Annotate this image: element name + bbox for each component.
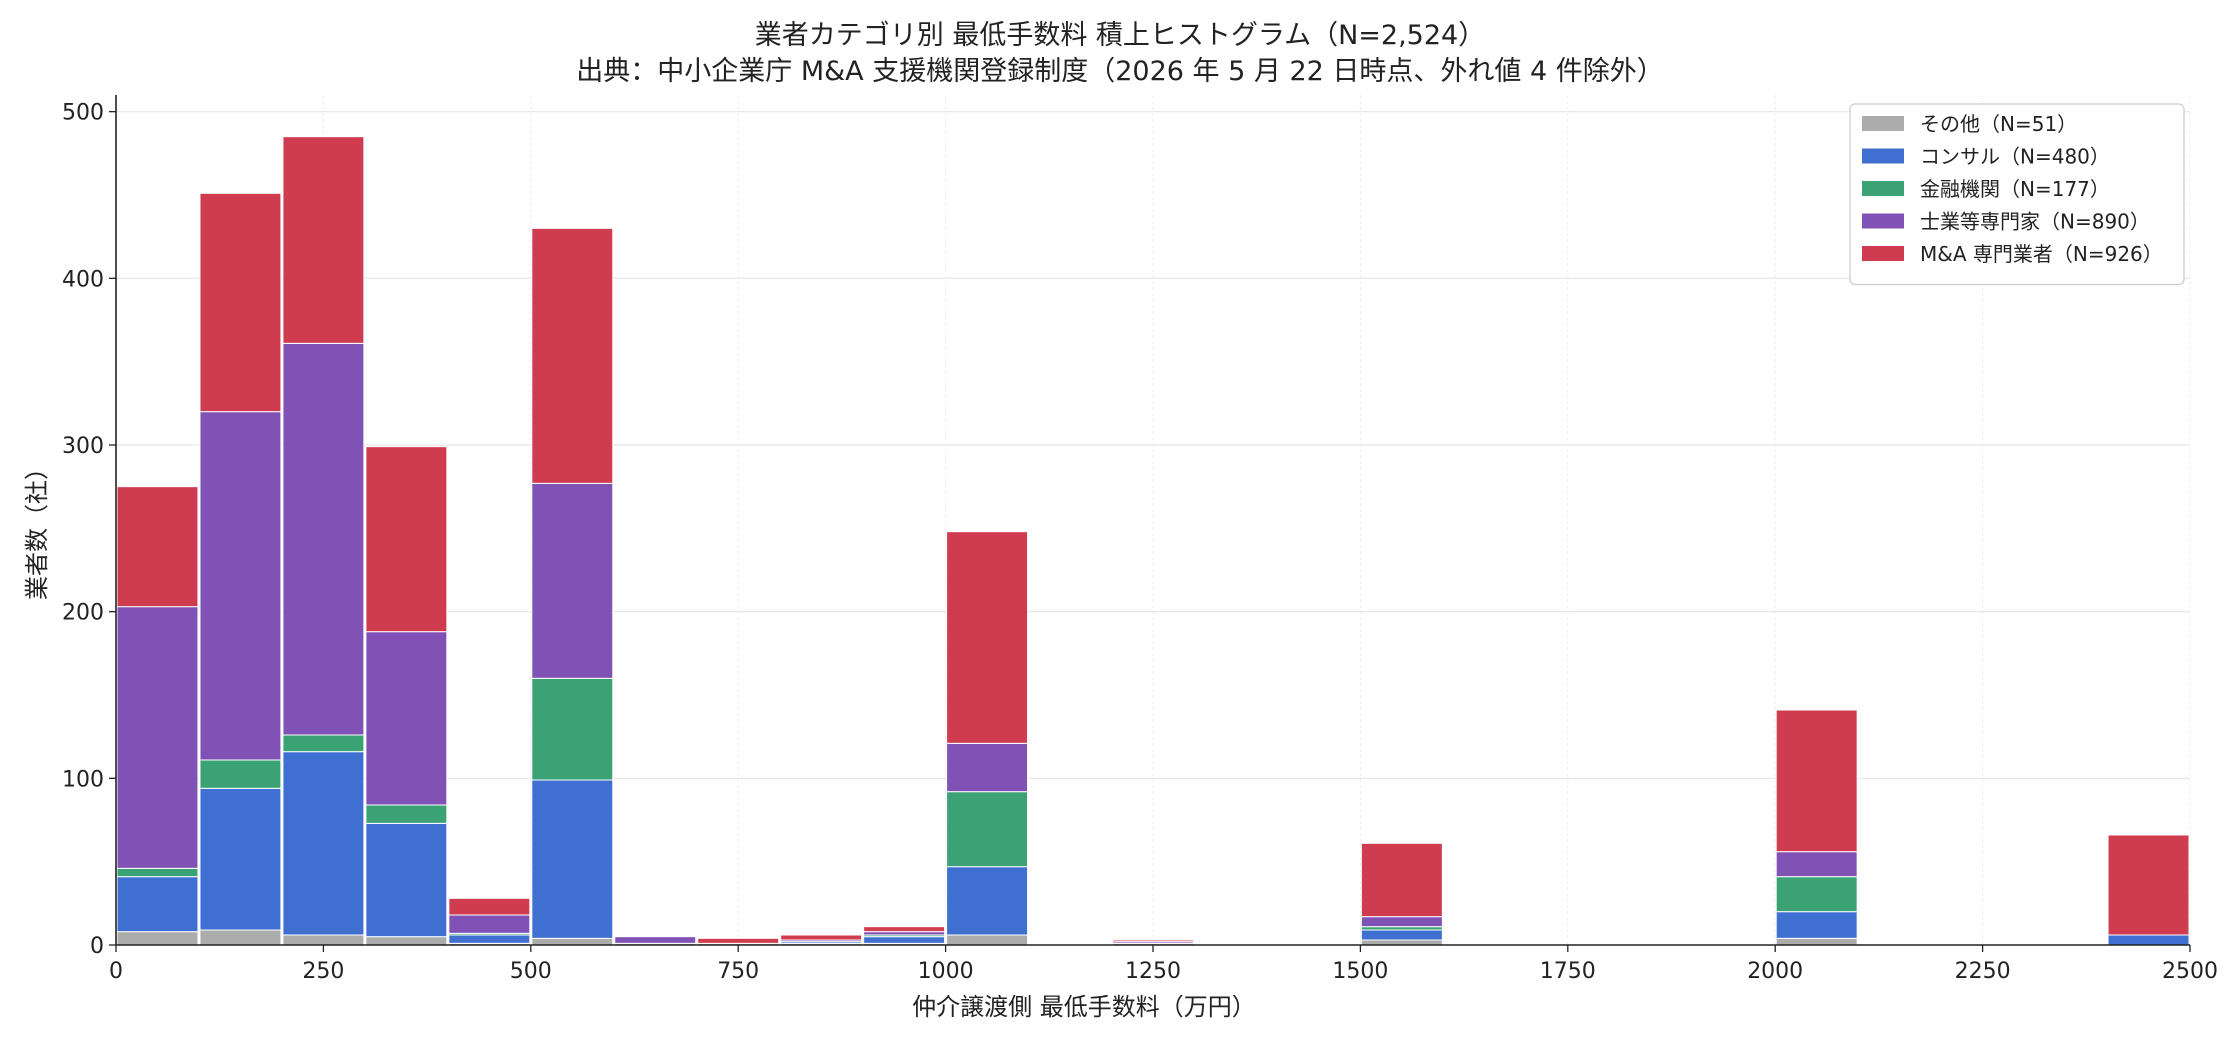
- bar-segment: [365, 804, 448, 824]
- bar-segment: [116, 486, 199, 608]
- bar-segment: [282, 734, 365, 753]
- y-tick-label: 200: [62, 601, 104, 626]
- bar-segment: [863, 926, 946, 933]
- x-tick-label: 2500: [2162, 959, 2218, 984]
- legend-label: 金融機関（N=177）: [1920, 177, 2110, 201]
- y-axis-label: 業者数（社）: [23, 456, 51, 600]
- bar-segment: [282, 751, 365, 936]
- legend-box: [1849, 103, 2185, 286]
- legend-swatch: [1862, 116, 1904, 131]
- bar-segment: [946, 791, 1029, 868]
- bar-segment: [780, 934, 863, 941]
- bar-segment: [282, 934, 365, 946]
- x-tick-label: 1750: [1540, 959, 1596, 984]
- bar-segment: [365, 631, 448, 806]
- legend-label: M&A 専門業者（N=926）: [1920, 242, 2163, 266]
- x-tick-label: 1500: [1332, 959, 1388, 984]
- legend-swatch: [1862, 246, 1904, 261]
- bar-segment: [1360, 916, 1443, 928]
- bar-segment: [2107, 934, 2190, 946]
- bar-segment: [199, 411, 282, 761]
- bar-segment: [1775, 911, 1858, 939]
- x-tick-label: 750: [717, 959, 759, 984]
- axes-layer: 0 100 200 300 400 500 0 250 500 750 1000 1250 1500 17…: [62, 95, 2218, 984]
- bar-segment: [365, 936, 448, 946]
- bar-segment: [1775, 937, 1858, 946]
- bar-segment: [199, 787, 282, 931]
- bar-segment: [199, 929, 282, 946]
- legend-swatch: [1862, 181, 1904, 196]
- y-tick-label: 300: [62, 434, 104, 459]
- bar-segment: [531, 227, 614, 484]
- bar-segment: [1775, 876, 1858, 913]
- x-tick-label: 2250: [1955, 959, 2011, 984]
- bars-layer: [116, 136, 2190, 946]
- bar-segment: [531, 677, 614, 781]
- bar-segment: [1360, 842, 1443, 918]
- chart-title: 業者カテゴリ別 最低手数料 積上ヒストグラム（N=2,524）: [755, 20, 1485, 51]
- bar-segment: [946, 531, 1029, 744]
- bar-segment: [1775, 851, 1858, 878]
- bar-segment: [946, 866, 1029, 936]
- bar-segment: [116, 876, 199, 933]
- bar-segment: [863, 936, 946, 944]
- legend-swatch: [1862, 213, 1904, 229]
- bar-segment: [614, 936, 697, 944]
- legend-label: その他（N=51）: [1920, 112, 2077, 136]
- x-tick-label: 2000: [1747, 959, 1803, 984]
- bar-segment: [116, 867, 199, 878]
- y-tick-label: 400: [62, 267, 104, 292]
- bar-segment: [199, 192, 282, 413]
- x-tick-label: 1000: [918, 959, 974, 984]
- bar-segment: [1360, 929, 1443, 941]
- bar-segment: [282, 136, 365, 344]
- y-tick-label: 0: [90, 934, 104, 959]
- bar-segment: [1112, 939, 1194, 943]
- x-axis-label: 仲介譲渡側 最低手数料（万円）: [912, 993, 1256, 1021]
- bar-segment: [448, 934, 531, 944]
- bar-segment: [199, 759, 282, 789]
- chart-subtitle: 出典：中小企業庁 M&A 支援機関登録制度（2026 年 5 月 22 日時点、…: [576, 56, 1664, 87]
- x-tick-label: 0: [109, 959, 123, 984]
- legend-label: コンサル（N=480）: [1920, 145, 2110, 169]
- bar-segment: [697, 937, 780, 944]
- bar-segment: [531, 937, 614, 946]
- bar-segment: [365, 822, 448, 938]
- bar-segment: [448, 897, 531, 916]
- bar-segment: [1775, 709, 1858, 853]
- x-tick-label: 1250: [1125, 959, 1181, 984]
- bar-segment: [946, 934, 1029, 946]
- bar-segment: [2107, 834, 2190, 936]
- bar-segment: [946, 742, 1029, 793]
- legend-label: 士業等専門家（N=890）: [1920, 210, 2150, 234]
- x-tick-label: 500: [510, 959, 552, 984]
- bar-segment: [116, 606, 199, 869]
- legend: その他（N=51） コンサル（N=480） 金融機関（N=177） 士業等専門家（N=…: [1849, 103, 2185, 286]
- x-tick-label: 250: [302, 959, 344, 984]
- bar-segment: [282, 342, 365, 736]
- bar-segment: [365, 446, 448, 633]
- y-tick-label: 100: [62, 767, 104, 792]
- bar-segment: [116, 931, 199, 946]
- y-tick-label: 500: [62, 101, 104, 126]
- bar-segment: [531, 779, 614, 939]
- bar-segment: [448, 914, 531, 934]
- legend-swatch: [1862, 148, 1904, 164]
- bar-segment: [531, 482, 614, 679]
